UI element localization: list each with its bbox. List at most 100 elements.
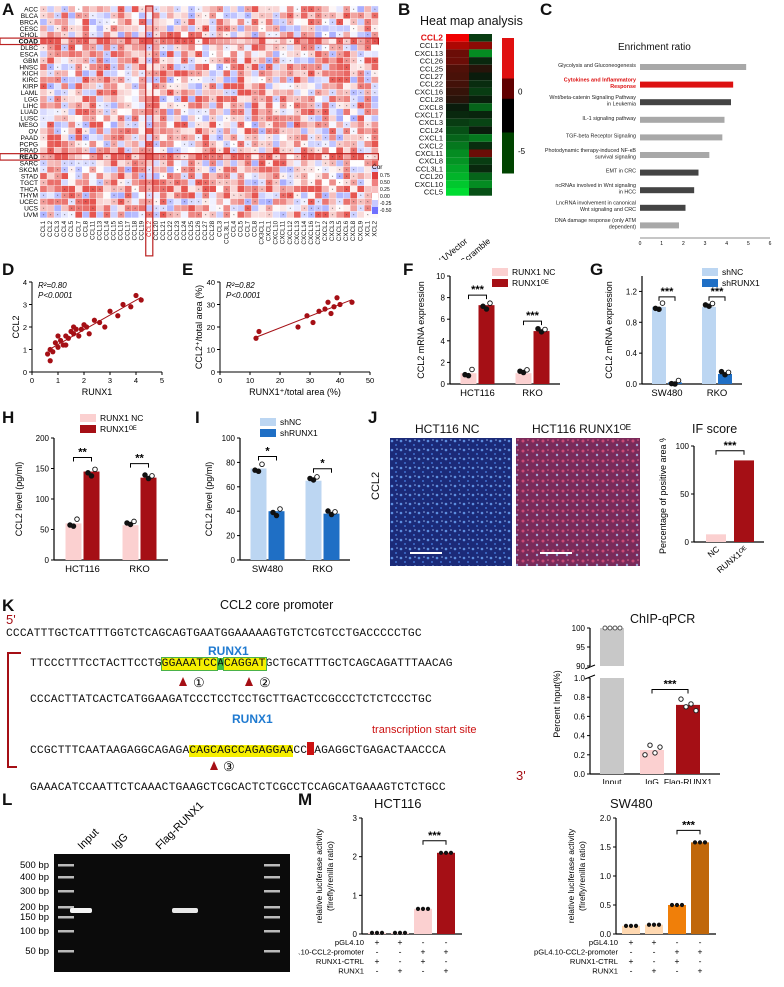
x-category-label: Input xyxy=(603,777,623,784)
a-star: * xyxy=(311,7,313,12)
replicate-point xyxy=(617,625,623,631)
a-cell xyxy=(230,185,238,193)
b-gene-label: CCL26 xyxy=(420,57,443,66)
a-star: * xyxy=(212,84,214,89)
a-cell xyxy=(342,25,351,32)
a-star: * xyxy=(332,13,334,18)
a-cell xyxy=(39,70,48,77)
a-cell xyxy=(216,18,224,26)
a-star: * xyxy=(261,20,263,25)
a-cell xyxy=(82,114,90,122)
a-star: * xyxy=(275,33,277,38)
a-star: * xyxy=(50,20,52,25)
k-triangle-3 xyxy=(210,761,218,770)
a-cell xyxy=(103,12,111,19)
a-col-label: CCL3 xyxy=(216,220,223,237)
a-star: * xyxy=(148,123,150,128)
a-star: * xyxy=(212,13,214,18)
a-cell xyxy=(117,121,125,129)
a-cell xyxy=(258,172,266,180)
a-cell xyxy=(300,76,309,84)
a-cell xyxy=(237,179,245,186)
a-star: * xyxy=(367,200,369,205)
a-legend-title: Cor xyxy=(372,164,383,171)
a-cell xyxy=(272,63,280,71)
replicate-point xyxy=(678,696,684,702)
a-cell xyxy=(335,127,344,135)
a-star: * xyxy=(78,123,80,128)
a-cell xyxy=(117,12,125,19)
a-cell xyxy=(117,63,125,71)
a-cell xyxy=(201,95,210,103)
a-cell xyxy=(173,140,182,148)
a-cell xyxy=(110,127,118,135)
a-cell xyxy=(46,114,55,122)
a-star: * xyxy=(57,110,59,115)
a-cell xyxy=(187,204,196,212)
a-star: * xyxy=(325,123,327,128)
a-star: * xyxy=(212,148,214,153)
a-col-label: CXCL17 xyxy=(315,220,322,244)
a-cell xyxy=(194,153,203,161)
bar xyxy=(702,306,716,384)
a-cell xyxy=(124,5,132,13)
a-star: * xyxy=(177,39,179,44)
a-star: * xyxy=(113,78,115,83)
bar xyxy=(323,513,340,560)
y-axis-label: CCL2 level (pg/ml) xyxy=(204,462,214,537)
c-category-label: ncRNAs involved in Wnt signaling xyxy=(555,183,636,189)
a-cell xyxy=(39,95,48,103)
a-cell xyxy=(103,204,111,212)
a-cell xyxy=(272,18,280,26)
a-cell xyxy=(237,50,245,58)
a-cell xyxy=(46,179,55,186)
a-cell xyxy=(364,147,372,154)
a-cell xyxy=(209,5,217,13)
a-star: * xyxy=(325,13,327,18)
sig-label: *** xyxy=(471,284,485,296)
a-star: * xyxy=(360,103,362,108)
a-cell xyxy=(194,95,203,103)
a-cell xyxy=(265,82,273,90)
a-star: * xyxy=(233,65,235,70)
a-cell xyxy=(103,147,111,154)
a-star: * xyxy=(367,39,369,44)
a-cell xyxy=(258,37,266,45)
a-star: * xyxy=(184,155,186,160)
a-star: * xyxy=(304,46,306,51)
a-cell xyxy=(124,44,132,52)
a-cell xyxy=(173,121,182,129)
a-cell xyxy=(286,95,294,103)
a-star: * xyxy=(297,193,299,198)
a-row-label: READ xyxy=(19,154,38,161)
a-cell xyxy=(328,70,337,77)
a-cell xyxy=(251,63,259,71)
a-col-label: CCL3L1 xyxy=(223,220,230,244)
a-cell xyxy=(117,25,125,32)
a-star: * xyxy=(275,39,277,44)
a-col-label: CCL24 xyxy=(181,220,188,240)
a-star: * xyxy=(156,206,158,211)
a-star: * xyxy=(325,46,327,51)
a-cell xyxy=(272,121,280,129)
a-star: * xyxy=(353,129,355,134)
a-cell xyxy=(265,192,273,199)
m-sign: - xyxy=(445,937,448,947)
c-x-tick: 6 xyxy=(769,241,772,246)
a-cell xyxy=(307,37,316,45)
a-star: * xyxy=(261,129,263,134)
a-cell xyxy=(96,5,104,13)
a-star: * xyxy=(282,97,284,102)
panel-a-heatmap: ACCBLCABRCACESCCHOLCOADDLBCESCAGBMHNSCKI… xyxy=(0,5,392,257)
a-star: * xyxy=(198,39,200,44)
a-cell xyxy=(96,192,104,199)
a-cell xyxy=(364,179,372,186)
k-line4-a: CCGCTTTCAATAAGAGGCAGAGA xyxy=(30,745,190,757)
m-bar xyxy=(691,842,709,934)
a-cell xyxy=(187,95,196,103)
a-star: * xyxy=(71,142,73,147)
l-ladder-band-left xyxy=(58,890,74,893)
a-star: * xyxy=(184,142,186,147)
a-star: * xyxy=(113,20,115,25)
a-cell xyxy=(131,102,139,109)
